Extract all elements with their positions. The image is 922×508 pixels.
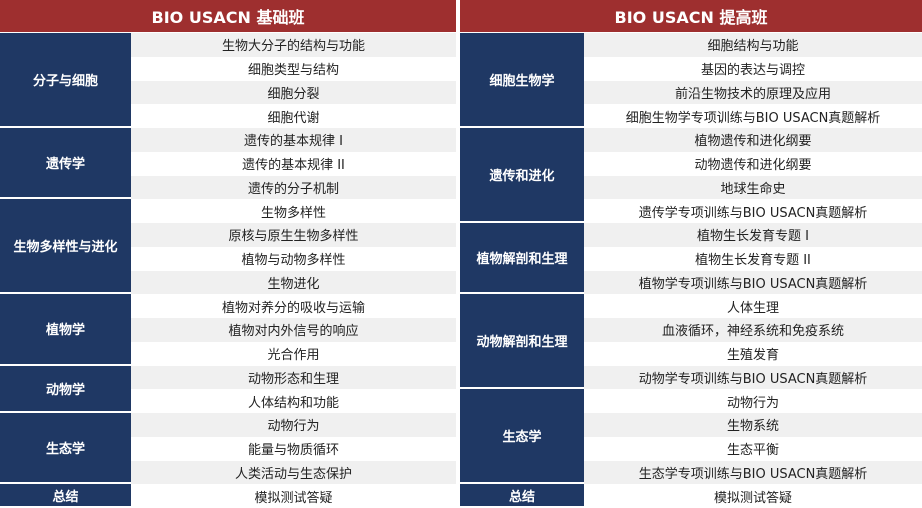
topic: 植物生长发育专题 II xyxy=(584,246,922,271)
topic: 植物对养分的吸收与运输 xyxy=(131,294,456,318)
table-title: BIO USACN 提高班 xyxy=(460,0,922,32)
topic: 植物对内外信号的响应 xyxy=(131,318,456,342)
topic: 人体结构和功能 xyxy=(131,389,456,413)
topic: 生物系统 xyxy=(584,413,922,437)
category: 植物解剖和生理 xyxy=(460,223,584,295)
topic: 生态学专项训练与BIO USACN真题解析 xyxy=(584,460,922,485)
topic: 植物遗传和进化纲要 xyxy=(584,128,922,152)
topic: 生态平衡 xyxy=(584,436,922,461)
category: 细胞生物学 xyxy=(460,33,584,128)
topic: 血液循环，神经系统和免疫系统 xyxy=(584,318,922,342)
topic: 人体生理 xyxy=(584,294,922,318)
category: 植物学 xyxy=(0,294,131,366)
topic: 遗传学专项训练与BIO USACN真题解析 xyxy=(584,199,922,223)
topic: 动物遗传和进化纲要 xyxy=(584,151,922,176)
topic: 动物行为 xyxy=(131,413,456,437)
topic: 生物进化 xyxy=(131,270,456,295)
topic: 细胞生物学专项训练与BIO USACN真题解析 xyxy=(584,104,922,128)
topic: 生殖发育 xyxy=(584,341,922,366)
category: 生态学 xyxy=(460,389,584,485)
topic: 遗传的基本规律 I xyxy=(131,128,456,152)
category: 总结 xyxy=(0,484,131,508)
topic: 生物大分子的结构与功能 xyxy=(131,33,456,57)
category: 生态学 xyxy=(0,413,131,485)
category: 总结 xyxy=(460,484,584,508)
table-title: BIO USACN 基础班 xyxy=(0,0,456,32)
topic: 生物多样性 xyxy=(131,199,456,223)
category: 动物学 xyxy=(0,365,131,413)
category: 分子与细胞 xyxy=(0,33,131,128)
topic: 基因的表达与调控 xyxy=(584,56,922,81)
topic: 动物行为 xyxy=(584,389,922,413)
topic: 动物形态和生理 xyxy=(131,365,456,390)
category: 遗传学 xyxy=(0,128,131,200)
topic: 模拟测试答疑 xyxy=(584,484,922,508)
topic: 细胞分裂 xyxy=(131,80,456,105)
topic: 植物生长发育专题 I xyxy=(584,223,922,247)
topic: 模拟测试答疑 xyxy=(131,484,456,508)
topic: 遗传的分子机制 xyxy=(131,175,456,200)
category: 生物多样性与进化 xyxy=(0,199,131,295)
topic: 细胞结构与功能 xyxy=(584,33,922,57)
topic: 细胞类型与结构 xyxy=(131,56,456,81)
topic: 地球生命史 xyxy=(584,175,922,200)
topic: 人类活动与生态保护 xyxy=(131,460,456,485)
topic: 动物学专项训练与BIO USACN真题解析 xyxy=(584,365,922,390)
topic: 光合作用 xyxy=(131,341,456,366)
topic: 遗传的基本规律 II xyxy=(131,151,456,176)
category: 动物解剖和生理 xyxy=(460,294,584,390)
topic: 植物学专项训练与BIO USACN真题解析 xyxy=(584,270,922,295)
topic: 细胞代谢 xyxy=(131,104,456,128)
topic: 植物与动物多样性 xyxy=(131,246,456,271)
topic: 前沿生物技术的原理及应用 xyxy=(584,80,922,105)
category: 遗传和进化 xyxy=(460,128,584,223)
topic: 原核与原生生物多样性 xyxy=(131,223,456,247)
topic: 能量与物质循环 xyxy=(131,436,456,461)
